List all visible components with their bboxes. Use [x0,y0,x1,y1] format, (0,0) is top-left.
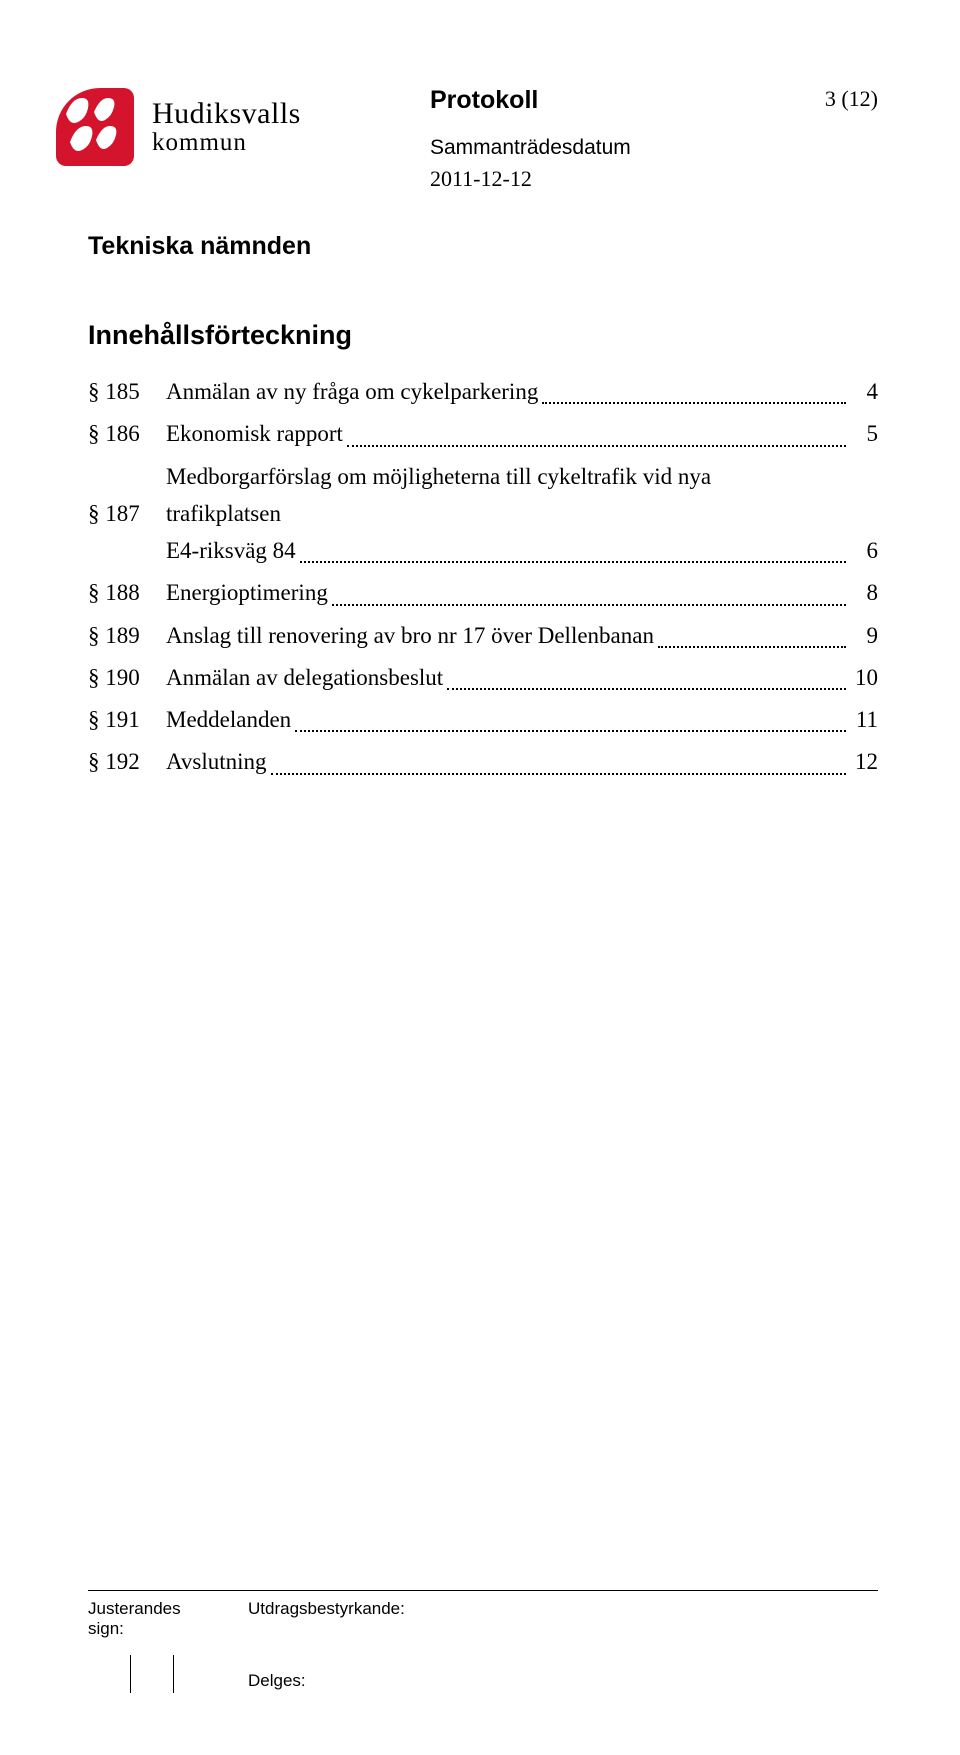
toc-leader [332,604,846,606]
logo-line1: Hudiksvalls [152,97,301,130]
toc-section: § 187 [88,495,166,532]
toc-page: 6 [850,532,878,569]
toc-row: § 188 Energioptimering 8 [88,574,878,611]
toc-page: 5 [850,415,878,452]
footer-delges-label: Delges: [248,1671,306,1690]
toc-row: § 189 Anslag till renovering av bro nr 1… [88,617,878,654]
meeting-date-label: Sammanträdesdatum [430,136,631,160]
sign-cell [174,1655,216,1693]
footer-sign-line2: sign: [88,1619,124,1638]
sign-cell [131,1655,174,1693]
toc-row: § 190 Anmälan av delegationsbeslut 10 [88,659,878,696]
toc-page: 9 [850,617,878,654]
toc-section: § 188 [88,574,166,611]
toc-page: 11 [850,701,878,738]
footer-sign-label: Justerandes sign: [88,1599,248,1693]
toc-leader [295,730,846,732]
toc-leader [347,445,846,447]
toc-leader [447,688,846,690]
toc-text: Anmälan av delegationsbeslut [166,659,443,696]
toc-page: 12 [850,743,878,780]
toc-text: Ekonomisk rapport [166,415,343,452]
sign-cell [88,1655,131,1693]
toc-row: § 185 Anmälan av ny fråga om cykelparker… [88,373,878,410]
logo: Hudiksvalls kommun [56,88,301,166]
toc-section: § 191 [88,701,166,738]
table-of-contents: § 185 Anmälan av ny fråga om cykelparker… [88,373,878,786]
toc-row: § 191 Meddelanden 11 [88,701,878,738]
signature-cells [88,1655,248,1693]
toc-page: 10 [850,659,878,696]
toc-text: Anmälan av ny fråga om cykelparkering [166,373,538,410]
toc-row: § 187 Medborgarförslag om möjligheterna … [88,458,878,533]
footer-sign-line1: Justerandes [88,1599,181,1618]
toc-leader [658,646,846,648]
footer: Justerandes sign: Utdragsbestyrkande: De… [88,1590,878,1693]
toc-section: § 190 [88,659,166,696]
logo-line2: kommun [152,129,247,156]
toc-page: 4 [850,373,878,410]
toc-section: § 192 [88,743,166,780]
toc-row-cont: E4-riksväg 84 6 [88,532,878,569]
protocol-title: Protokoll [430,86,538,115]
toc-leader [300,561,846,563]
committee-name: Tekniska nämnden [88,232,311,261]
toc-row: § 192 Avslutning 12 [88,743,878,780]
toc-text: Energioptimering [166,574,328,611]
footer-cert-label: Utdragsbestyrkande: [248,1599,405,1618]
toc-text: Meddelanden [166,701,291,738]
toc-text: Avslutning [166,743,267,780]
toc-section: § 189 [88,617,166,654]
toc-text: Medborgarförslag om möjligheterna till c… [166,458,826,533]
page-number: 3 (12) [825,86,878,112]
toc-text: Anslag till renovering av bro nr 17 över… [166,617,654,654]
toc-page: 8 [850,574,878,611]
page: Hudiksvalls kommun Protokoll Sammanträde… [0,0,960,1755]
toc-section: § 186 [88,415,166,452]
toc-row: § 186 Ekonomisk rapport 5 [88,415,878,452]
footer-right: Utdragsbestyrkande: Delges: [248,1599,878,1693]
toc-title: Innehållsförteckning [88,320,352,351]
toc-leader [271,773,846,775]
logo-text: Hudiksvalls kommun [152,98,301,156]
toc-section: § 185 [88,373,166,410]
meeting-date: 2011-12-12 [430,166,532,192]
logo-icon [56,88,134,166]
toc-leader [542,402,846,404]
toc-text: E4-riksväg 84 [166,532,296,569]
